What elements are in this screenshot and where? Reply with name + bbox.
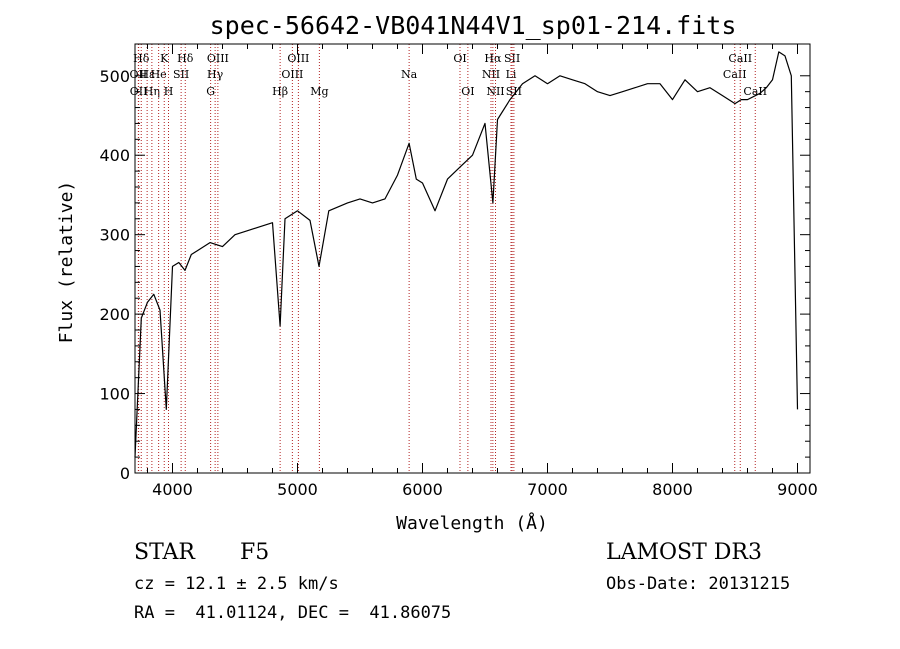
line-label: Hε xyxy=(139,68,155,81)
line-label: CaII xyxy=(743,85,767,98)
line-label: G xyxy=(206,85,215,98)
y-tick-label: 500 xyxy=(99,67,130,86)
x-tick-label: 8000 xyxy=(652,480,693,499)
x-tick-label: 6000 xyxy=(402,480,443,499)
spectral-lines: HδOIIOIIHεHηHeKHSIIHδGOIIIHγHβOIIIOIIIMg… xyxy=(130,44,767,473)
line-label: Li xyxy=(506,68,517,81)
line-label: Mg xyxy=(310,85,328,98)
line-label: Hη xyxy=(144,85,160,98)
line-label: Hδ xyxy=(177,52,194,65)
line-label: He xyxy=(151,68,167,81)
line-label: Hγ xyxy=(207,68,224,81)
x-axis-label: Wavelength (Å) xyxy=(396,512,548,534)
y-tick-label: 400 xyxy=(99,146,130,165)
survey-label: LAMOST DR3 xyxy=(606,540,762,565)
class-label: STAR xyxy=(134,540,195,565)
axes: 4000 5000 6000 7000 8000 9000 0 100 200 300 400 500 xyxy=(99,44,818,499)
coordinates-text: RA = 41.01124, DEC = 41.86075 xyxy=(134,603,452,623)
line-label: Hα xyxy=(484,52,502,65)
y-tick-label: 200 xyxy=(99,305,130,324)
line-label: CaII xyxy=(723,68,747,81)
line-label: CaII xyxy=(728,52,752,65)
spectrum-chart: spec-56642-VB041N44V1_sp01-214.fits Hδ OI… xyxy=(56,11,818,534)
x-tick-label: 5000 xyxy=(277,480,318,499)
line-label: OI xyxy=(453,52,466,65)
line-label: OIII xyxy=(207,52,229,65)
line-label: K xyxy=(160,52,169,65)
line-label: Hβ xyxy=(272,85,288,98)
line-label: Hδ xyxy=(133,52,150,65)
chart-title: spec-56642-VB041N44V1_sp01-214.fits xyxy=(210,11,737,40)
line-label: H xyxy=(164,85,174,98)
line-label: SII xyxy=(504,52,520,65)
x-tick-label: 9000 xyxy=(777,480,818,499)
line-label: NII xyxy=(486,85,504,98)
series-line-flux xyxy=(134,51,799,458)
line-label: OI xyxy=(461,85,474,98)
subclass-label: F5 xyxy=(240,540,270,565)
line-label: OIII xyxy=(287,52,309,65)
line-label: OIII xyxy=(281,68,303,81)
line-label: SII xyxy=(506,85,522,98)
y-tick-label: 100 xyxy=(99,385,130,404)
x-tick-label: 4000 xyxy=(152,480,193,499)
y-axis-label: Flux (relative) xyxy=(56,181,77,344)
obs-date-text: Obs-Date: 20131215 xyxy=(606,574,791,594)
y-tick-label: 300 xyxy=(99,226,130,245)
redshift-text: cz = 12.1 ± 2.5 km/s xyxy=(134,574,339,594)
plot-frame xyxy=(134,43,811,474)
line-label: SII xyxy=(173,68,189,81)
x-tick-label: 7000 xyxy=(527,480,568,499)
line-label: NII xyxy=(482,68,500,81)
plot-series xyxy=(134,51,799,458)
line-label: Na xyxy=(401,68,418,81)
y-tick-label: 0 xyxy=(120,464,130,483)
